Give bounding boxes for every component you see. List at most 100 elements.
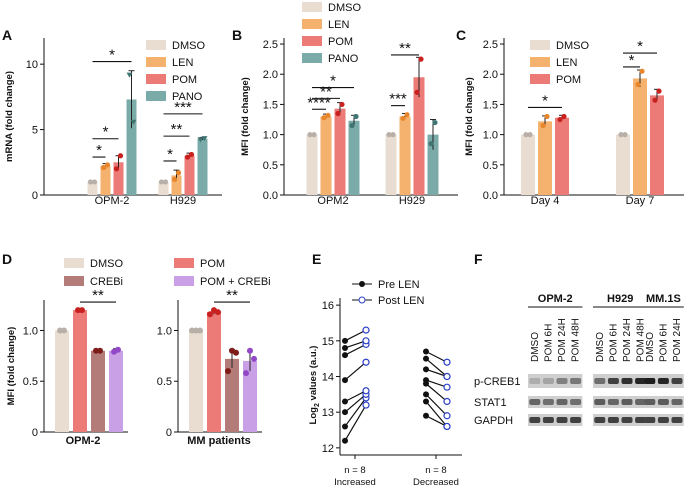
blot-lane-label-2: POM 24H: [557, 318, 568, 362]
panel-b-bar-pano-1: [427, 134, 439, 195]
panel-e-legend-marker-0: [359, 281, 365, 287]
panel-a-ytick-label-1: 5: [32, 125, 38, 137]
panel-c-point-len-1-1: [639, 68, 645, 74]
panel-b-point-dmso-0-0: [307, 132, 313, 138]
b-group-label-0: OPM2: [317, 195, 348, 207]
panel-b-legend-swatch-1: [302, 19, 322, 29]
blot-band-2-9: [657, 417, 669, 423]
panel-d-ytick-label-0-2: 1.0: [23, 325, 38, 337]
panel-c-bar-dmso-0: [521, 134, 535, 195]
panel-c-point-pom-0-1: [561, 113, 567, 120]
panel-e-ytick-label-1: 13: [322, 407, 334, 419]
blot-band-0-2: [556, 378, 568, 384]
panel-d-point-1-1-0: [207, 311, 213, 318]
panel-d-bar-1-0: [189, 330, 203, 432]
panel-b-legend-swatch-2: [302, 36, 322, 46]
panel-b-legend-swatch-3: [302, 53, 322, 63]
blot-band-0-4: [594, 378, 606, 384]
panel-c-bar-pom-0: [555, 117, 569, 195]
panel-a-legend-swatch-3: [146, 91, 166, 101]
panel-b-ytick-label-1: 0.5: [263, 160, 278, 172]
panel-e-dec-line-7: [425, 415, 448, 427]
panel-e-inc-pre-3: [342, 398, 348, 405]
panel-e-dec-post-4: [443, 397, 451, 406]
panel-c-ytick-label-4: 2.0: [483, 69, 498, 81]
blot-band-0-8: [644, 378, 656, 384]
panel-e-legend-marker-1: [358, 296, 366, 304]
panel-b-point-dmso-0-1: [311, 132, 317, 138]
panel-e-inc-pre-6: [342, 344, 348, 351]
panel-d-point-0-1-1: [79, 307, 85, 314]
panel-c-point-len-0-1: [544, 113, 550, 120]
panel-b-point-pano-0-1: [353, 113, 359, 120]
e-cat-0-label: Increased: [334, 477, 376, 488]
panel-a-legend-label-1: LEN: [172, 57, 193, 69]
panel-c-legend-label-1: LEN: [556, 57, 577, 69]
panel-e-inc-post-0: [362, 401, 370, 409]
blot-band-2-0: [529, 417, 541, 423]
panel-letter-f: F: [474, 251, 483, 267]
d-group-label-0: OPM-2: [66, 435, 101, 447]
panel-e-inc-post-6: [362, 337, 370, 345]
panel-c-legend-swatch-0: [530, 40, 550, 50]
panel-a-sig-label-0: *: [109, 47, 115, 64]
panel-c-sig-label-1: *: [629, 52, 635, 69]
panel-b-legend-label-3: PANO: [328, 53, 359, 65]
blot-strip-1-0: [528, 396, 583, 408]
panel-e-inc-pre-7: [342, 337, 348, 344]
panel-e-dec-pre-4: [423, 380, 429, 387]
panel-e-inc-line-1: [344, 397, 367, 427]
panel-d-chart: MFI (fold change) 0 0.5 1.0 ** 0 0.5 1.0 ** DMSO P…: [6, 258, 271, 439]
panel-d-legend-swatch-0: [64, 258, 84, 268]
panel-b-point-dmso-1-1: [390, 132, 396, 138]
panel-a-sig-label-4: **: [171, 121, 183, 138]
panel-d-legend-label-2: CREBi: [90, 276, 123, 288]
panel-b-point-dmso-1-0: [386, 132, 392, 138]
panel-d-point-1-3-1: [247, 347, 253, 354]
panel-a-legend-label-3: PANO: [172, 91, 203, 103]
panel-e-dec-line-0: [425, 350, 448, 363]
panel-b-y-axis-label: MFI (fold change): [240, 77, 251, 156]
panel-b-point-len-1-1: [404, 112, 410, 118]
panel-e-inc-pre-5: [342, 352, 348, 359]
panel-a-point-pano-0-1: [130, 119, 137, 125]
panel-e-dec-pre-0: [423, 348, 429, 355]
panel-d-bar-0-2: [91, 350, 105, 432]
blot-band-1-8: [644, 399, 656, 405]
panel-e-ytick-label-3: 15: [322, 336, 334, 348]
blot-band-2-7: [635, 417, 647, 423]
panel-letter-a: A: [2, 27, 12, 43]
panel-d-ytick-label-0-1: 0.5: [23, 376, 38, 388]
panel-letter-e: E: [312, 251, 321, 267]
panel-e-dec-line-4: [425, 383, 448, 402]
panel-e-inc-pre-0: [342, 437, 348, 444]
panel-a-point-dmso-1-0: [158, 179, 165, 185]
blot-row-label-0: p-CREB1: [474, 376, 520, 388]
panel-a-ytick-label-2: 10: [26, 59, 38, 71]
blot-band-1-0: [529, 399, 541, 405]
panel-a-bar-dmso-1: [158, 181, 169, 195]
panel-e-inc-line-5: [344, 343, 367, 356]
panel-b-ytick-label-4: 2.0: [263, 69, 278, 81]
blot-band-1-6: [621, 399, 633, 405]
a-group-label-0: OPM-2: [95, 195, 130, 207]
blot-band-2-3: [570, 417, 582, 423]
panel-a-legend-swatch-1: [146, 57, 166, 67]
panel-e-chart: 12 13 14 15 16 Pre LEN Post LEN: [322, 279, 462, 459]
panel-b-sig-label-1: **: [320, 83, 332, 100]
panel-d-point-0-0-1: [61, 327, 67, 334]
panel-e-dec-pre-1: [423, 355, 429, 362]
panel-d-sig-label-1: **: [226, 287, 238, 304]
panel-c-point-pom-1-0: [652, 97, 658, 103]
blot-band-1-7: [635, 399, 647, 405]
panel-c-ytick-label-3: 1.5: [483, 99, 498, 111]
panel-c-ytick-label-1: 0.5: [483, 160, 498, 172]
panel-a-point-pom-1-1: [188, 151, 195, 158]
panel-e-dec-post-3: [443, 383, 451, 391]
panel-b-sig-label-4: ***: [389, 91, 407, 108]
blot-strip-2-1: [593, 414, 648, 426]
panel-e-dec-line-5: [425, 393, 448, 417]
